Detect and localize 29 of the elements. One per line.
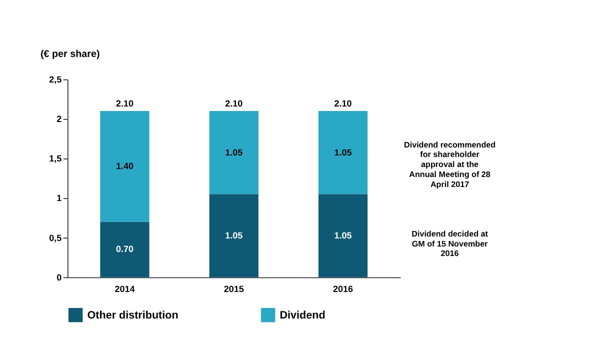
data-label: 1.05 [225,147,243,158]
data-label: 1.05 [334,147,352,158]
x-tick-label: 2016 [333,284,354,294]
y-tick-label: 2 [56,114,62,124]
x-tick-label: 2015 [224,284,244,294]
y-axis-title: (€ per share) [40,48,100,60]
y-tick-label: 0,5 [49,232,62,243]
bar [318,111,368,194]
data-label: 1.40 [116,161,134,172]
legend-label: Dividend [280,310,326,322]
bar [100,111,150,222]
total-label: 2.10 [225,98,243,109]
y-tick-label: 1 [56,193,62,204]
data-label: 1.05 [334,230,352,240]
legend-label: Other distribution [87,310,178,322]
y-tick-label: 0 [56,272,62,282]
bar [100,222,150,278]
bar [209,111,258,194]
y-tick-label: 1,5 [49,154,62,164]
total-label: 2.10 [116,98,134,109]
y-tick-label: 2,5 [49,74,62,84]
x-tick-label: 2014 [114,284,135,294]
text: Dividend recommended for shareholder approval at the Annual Meeting of 28 April 2017 [404,140,496,189]
bar [209,194,258,278]
data-label: 1.05 [225,230,243,240]
text: Dividend decided at GM of 15 November 2016 [412,229,489,258]
bar [318,194,368,278]
data-label: 0.70 [116,244,134,254]
total-label: 2.10 [334,98,352,109]
